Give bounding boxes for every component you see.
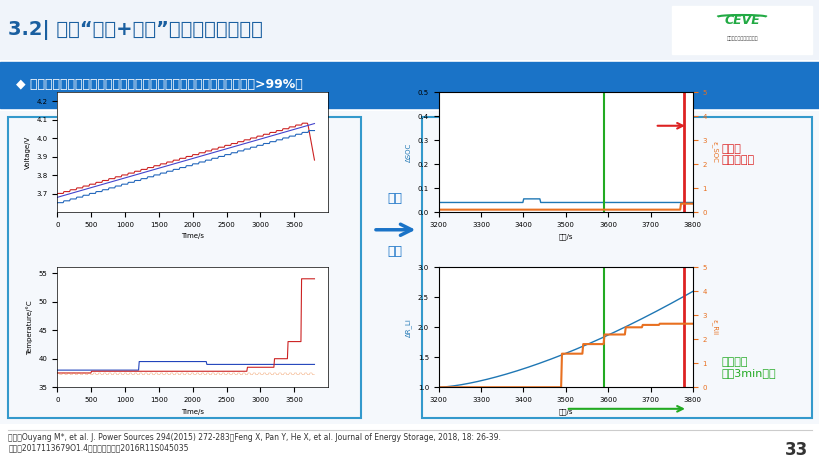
- Y-axis label: ΔSOC: ΔSOC: [405, 142, 412, 162]
- Text: CEVE: CEVE: [723, 14, 759, 28]
- Bar: [672, 6, 811, 54]
- Text: 33: 33: [784, 441, 807, 459]
- Text: 算法: 算法: [387, 192, 402, 205]
- Text: 清华方法
提前3min报警: 清华方法 提前3min报警: [721, 357, 776, 378]
- Y-axis label: Voltage/V: Voltage/V: [25, 136, 31, 169]
- X-axis label: 时间/s: 时间/s: [558, 408, 572, 415]
- Text: 3.2| 基于“平均+差异”原理的内短路辨识: 3.2| 基于“平均+差异”原理的内短路辨识: [8, 20, 263, 40]
- Y-axis label: ε_SOC: ε_SOC: [711, 141, 717, 163]
- Text: 中国新能源汽车评价规程: 中国新能源汽车评价规程: [726, 36, 757, 41]
- Y-axis label: ΔR_Li: ΔR_Li: [405, 318, 412, 337]
- Text: 处理: 处理: [387, 245, 402, 258]
- X-axis label: Time/s: Time/s: [181, 233, 204, 239]
- Text: ◆ 内短路辨识算法实车运行无误报，对极端情况下的内短路提前告警率>99%。: ◆ 内短路辨识算法实车运行无误报，对极端情况下的内短路提前告警率>99%。: [16, 78, 303, 91]
- Y-axis label: ε_Rii: ε_Rii: [711, 319, 717, 335]
- Text: 内短路失效数据: 内短路失效数据: [162, 132, 215, 145]
- Y-axis label: Temperature/°C: Temperature/°C: [26, 300, 34, 355]
- X-axis label: Time/s: Time/s: [181, 408, 204, 414]
- Bar: [8, 117, 360, 418]
- Bar: [422, 117, 811, 418]
- X-axis label: 时间/s: 时间/s: [558, 233, 572, 240]
- Text: 原方法
失控后报警: 原方法 失控后报警: [721, 144, 753, 165]
- Text: 论文：Ouyang M*, et al. J. Power Sources 294(2015) 272-283；Feng X, Pan Y, He X, et : 论文：Ouyang M*, et al. J. Power Sources 29…: [8, 433, 500, 452]
